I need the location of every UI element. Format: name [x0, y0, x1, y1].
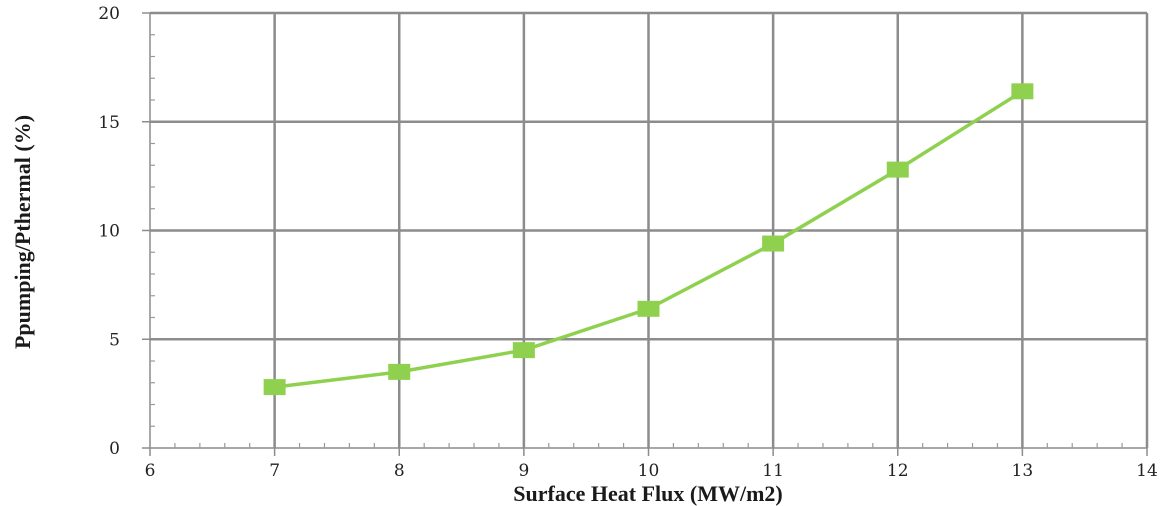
data-point: [263, 379, 286, 396]
x-axis-title: Surface Heat Flux (MW/m2): [513, 481, 782, 506]
y-tick-label: 0: [109, 439, 120, 459]
y-tick-label: 20: [98, 4, 120, 24]
x-tick-label: 8: [394, 461, 405, 481]
y-tick-label: 5: [109, 330, 120, 350]
y-axis-title: Ppumping/Pthermal (%): [10, 115, 35, 349]
x-tick-label: 10: [638, 461, 660, 481]
x-tick-label: 11: [762, 461, 784, 481]
y-tick-label: 15: [98, 113, 120, 133]
x-tick-label: 14: [1136, 461, 1158, 481]
data-point: [762, 235, 785, 252]
tick-labels: 0 5 10 15 20 6 7 8 9 10 11 12 13 14: [98, 4, 1157, 481]
y-tick-label: 10: [98, 222, 120, 242]
data-point: [886, 161, 909, 178]
x-tick-label: 7: [269, 461, 280, 481]
data-point: [512, 342, 535, 359]
data-point: [637, 300, 660, 317]
x-tick-label: 12: [887, 461, 909, 481]
x-tick-label: 9: [518, 461, 529, 481]
series-layer: [263, 83, 1034, 396]
x-tick-label: 13: [1012, 461, 1034, 481]
x-tick-label: 6: [145, 461, 156, 481]
axes: [142, 12, 1148, 456]
data-point: [388, 363, 411, 380]
data-point: [1011, 83, 1034, 100]
